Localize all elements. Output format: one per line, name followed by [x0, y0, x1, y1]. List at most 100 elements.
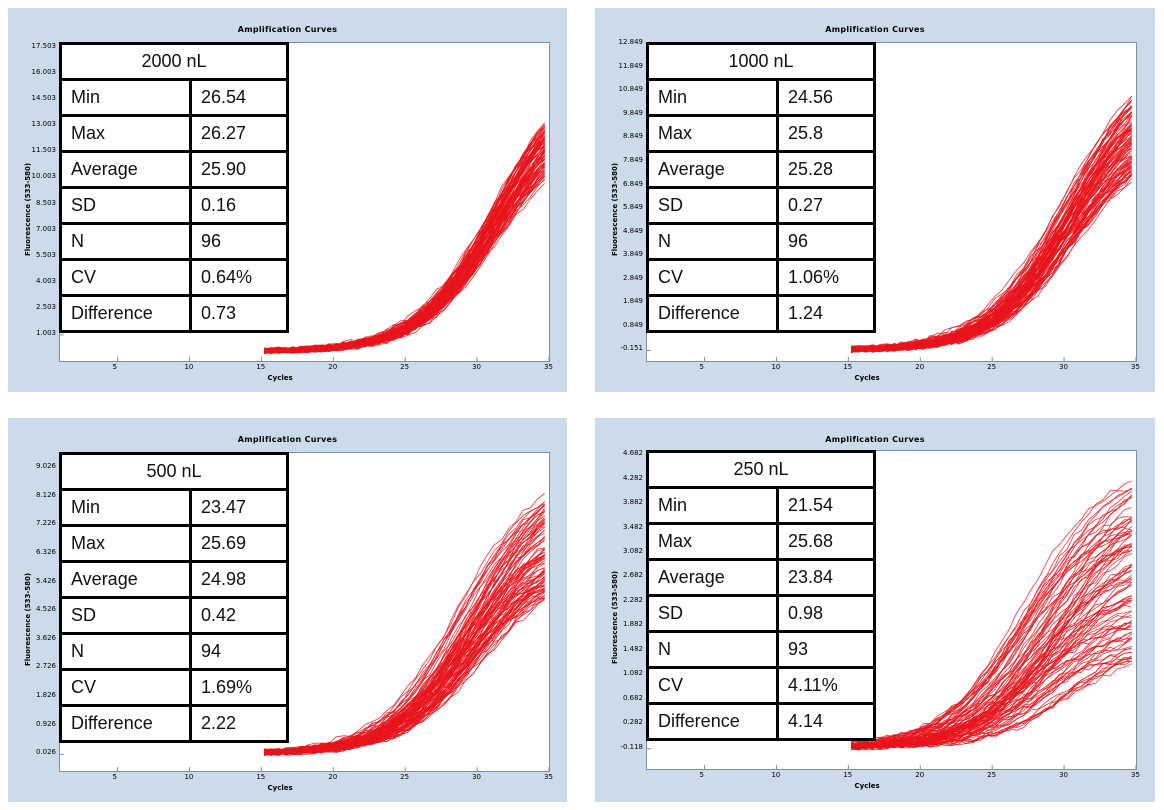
- amplification-curve: [264, 135, 545, 353]
- stat-label: SD: [59, 596, 192, 635]
- stats-row: Average 23.84: [646, 558, 876, 597]
- stats-row: N 94: [59, 632, 289, 671]
- curves-svg: [647, 454, 1136, 769]
- y-tick-label: 3.882: [622, 498, 643, 507]
- stats-row: Difference 2.22: [59, 704, 289, 743]
- amplification-curve: [264, 131, 546, 354]
- y-tick-label: 2.726: [35, 662, 56, 671]
- y-tick-label: 17.503: [31, 42, 57, 51]
- amplification-curve: [264, 125, 546, 354]
- y-tick-label: 0.926: [35, 719, 56, 728]
- y-tick-label: 3.626: [35, 633, 56, 642]
- volume-header: 250 nL: [646, 450, 876, 489]
- x-tick-label: 10: [184, 363, 194, 371]
- x-tick-label: 30: [1059, 771, 1068, 779]
- x-axis-title: Cycles: [267, 784, 293, 792]
- stats-row: Max 25.8: [646, 114, 876, 153]
- stat-label: N: [646, 222, 779, 261]
- stat-label: Max: [59, 114, 192, 153]
- y-tick-label: 16.003: [31, 68, 57, 77]
- stat-value: 93: [776, 630, 876, 669]
- y-tick-label: 7.003: [35, 224, 56, 233]
- stat-label: CV: [59, 258, 192, 297]
- stat-value: 0.73: [189, 294, 289, 333]
- y-tick-label: 1.849: [622, 297, 643, 306]
- x-tick-label: 10: [771, 363, 781, 371]
- stat-label: N: [59, 632, 192, 671]
- stat-value: 4.14: [776, 702, 876, 741]
- amplification-curve: [851, 622, 1132, 748]
- amplification-curve: [264, 130, 546, 352]
- amplification-curve: [851, 480, 1132, 746]
- stat-label: N: [59, 222, 192, 261]
- stats-table: 1000 nL Min 24.56 Max 25.8 Average 25.28 SD 0.27…: [646, 42, 876, 333]
- amplification-curve: [264, 570, 545, 754]
- x-axis-title: Cycles: [854, 374, 880, 382]
- stat-label: Min: [59, 78, 192, 117]
- y-tick-label: 14.503: [31, 94, 57, 103]
- y-tick-label: 1.082: [622, 669, 643, 678]
- stats-row: Max 25.69: [59, 524, 289, 563]
- y-tick-label: 0.682: [622, 693, 643, 702]
- stats-row: Average 25.28: [646, 150, 876, 189]
- x-tick-label: 25: [987, 771, 997, 779]
- amplification-curve: [851, 112, 1132, 350]
- chart-title: Amplification Curves: [825, 25, 925, 34]
- stat-value: 26.27: [189, 114, 289, 153]
- stats-row: CV 1.06%: [646, 258, 876, 297]
- y-tick-label: 6.326: [35, 547, 56, 556]
- stat-value: 25.68: [776, 522, 876, 561]
- stat-value: 1.24: [776, 294, 876, 333]
- curves-svg: [647, 43, 1136, 361]
- stats-row: Difference 4.14: [646, 702, 876, 741]
- y-tick-label: 3.082: [622, 547, 643, 555]
- y-tick-label: 8.126: [35, 490, 56, 499]
- stats-row: Min 23.47: [59, 488, 289, 527]
- x-tick-label: 10: [184, 773, 194, 781]
- amplification-curve: [851, 543, 1132, 748]
- amplification-curve: [264, 183, 545, 352]
- stat-value: 25.8: [776, 114, 876, 153]
- amplification-curve: [850, 137, 1133, 353]
- amplification-curve: [851, 564, 1132, 750]
- amplification-curve: [264, 576, 545, 753]
- stats-row: Max 25.68: [646, 522, 876, 561]
- y-tick-label: 4.003: [35, 276, 56, 285]
- stat-value: 23.47: [189, 488, 289, 527]
- y-axis-title: Fluorescence (533-580): [611, 162, 619, 256]
- stats-row: CV 0.64%: [59, 258, 289, 297]
- stats-table: 250 nL Min 21.54 Max 25.68 Average 23.84 SD 0.98…: [646, 450, 876, 741]
- stat-label: CV: [646, 666, 779, 705]
- stats-row: SD 0.98: [646, 594, 876, 633]
- curves-svg: [60, 467, 549, 771]
- amplification-curve: [851, 615, 1132, 749]
- amplification-curve: [850, 494, 1133, 748]
- stat-label: Average: [646, 558, 779, 597]
- amplification-curve: [851, 100, 1133, 349]
- y-tick-label: 5.426: [35, 576, 56, 585]
- stats-row: Average 25.90: [59, 150, 289, 189]
- y-tick-label: 10.003: [31, 172, 57, 181]
- y-tick-label: 3.482: [622, 522, 643, 531]
- x-tick-label: 5: [112, 363, 117, 371]
- amplification-curve: [264, 529, 545, 756]
- amplification-curve: [264, 130, 546, 353]
- stats-row: SD 0.27: [646, 186, 876, 225]
- amplification-curve: [851, 487, 1132, 746]
- y-tick-label: 1.882: [622, 620, 643, 629]
- amplification-curve: [264, 132, 545, 352]
- y-tick-label: 4.849: [622, 226, 643, 235]
- y-tick-label: 2.849: [622, 273, 643, 282]
- y-tick-label: 1.003: [35, 328, 56, 337]
- y-axis-title: Fluorescence (533-580): [24, 572, 32, 666]
- chart-title: Amplification Curves: [237, 25, 338, 34]
- y-tick-label: 1.482: [622, 644, 643, 653]
- stat-value: 21.54: [776, 486, 876, 525]
- stats-row: Average 24.98: [59, 560, 289, 599]
- x-tick-label: 15: [256, 363, 266, 371]
- y-tick-label: 7.226: [35, 519, 56, 528]
- stat-label: N: [646, 630, 779, 669]
- amplification-curve: [851, 546, 1132, 747]
- amplification-curve: [264, 122, 546, 354]
- x-tick-label: 35: [544, 363, 553, 371]
